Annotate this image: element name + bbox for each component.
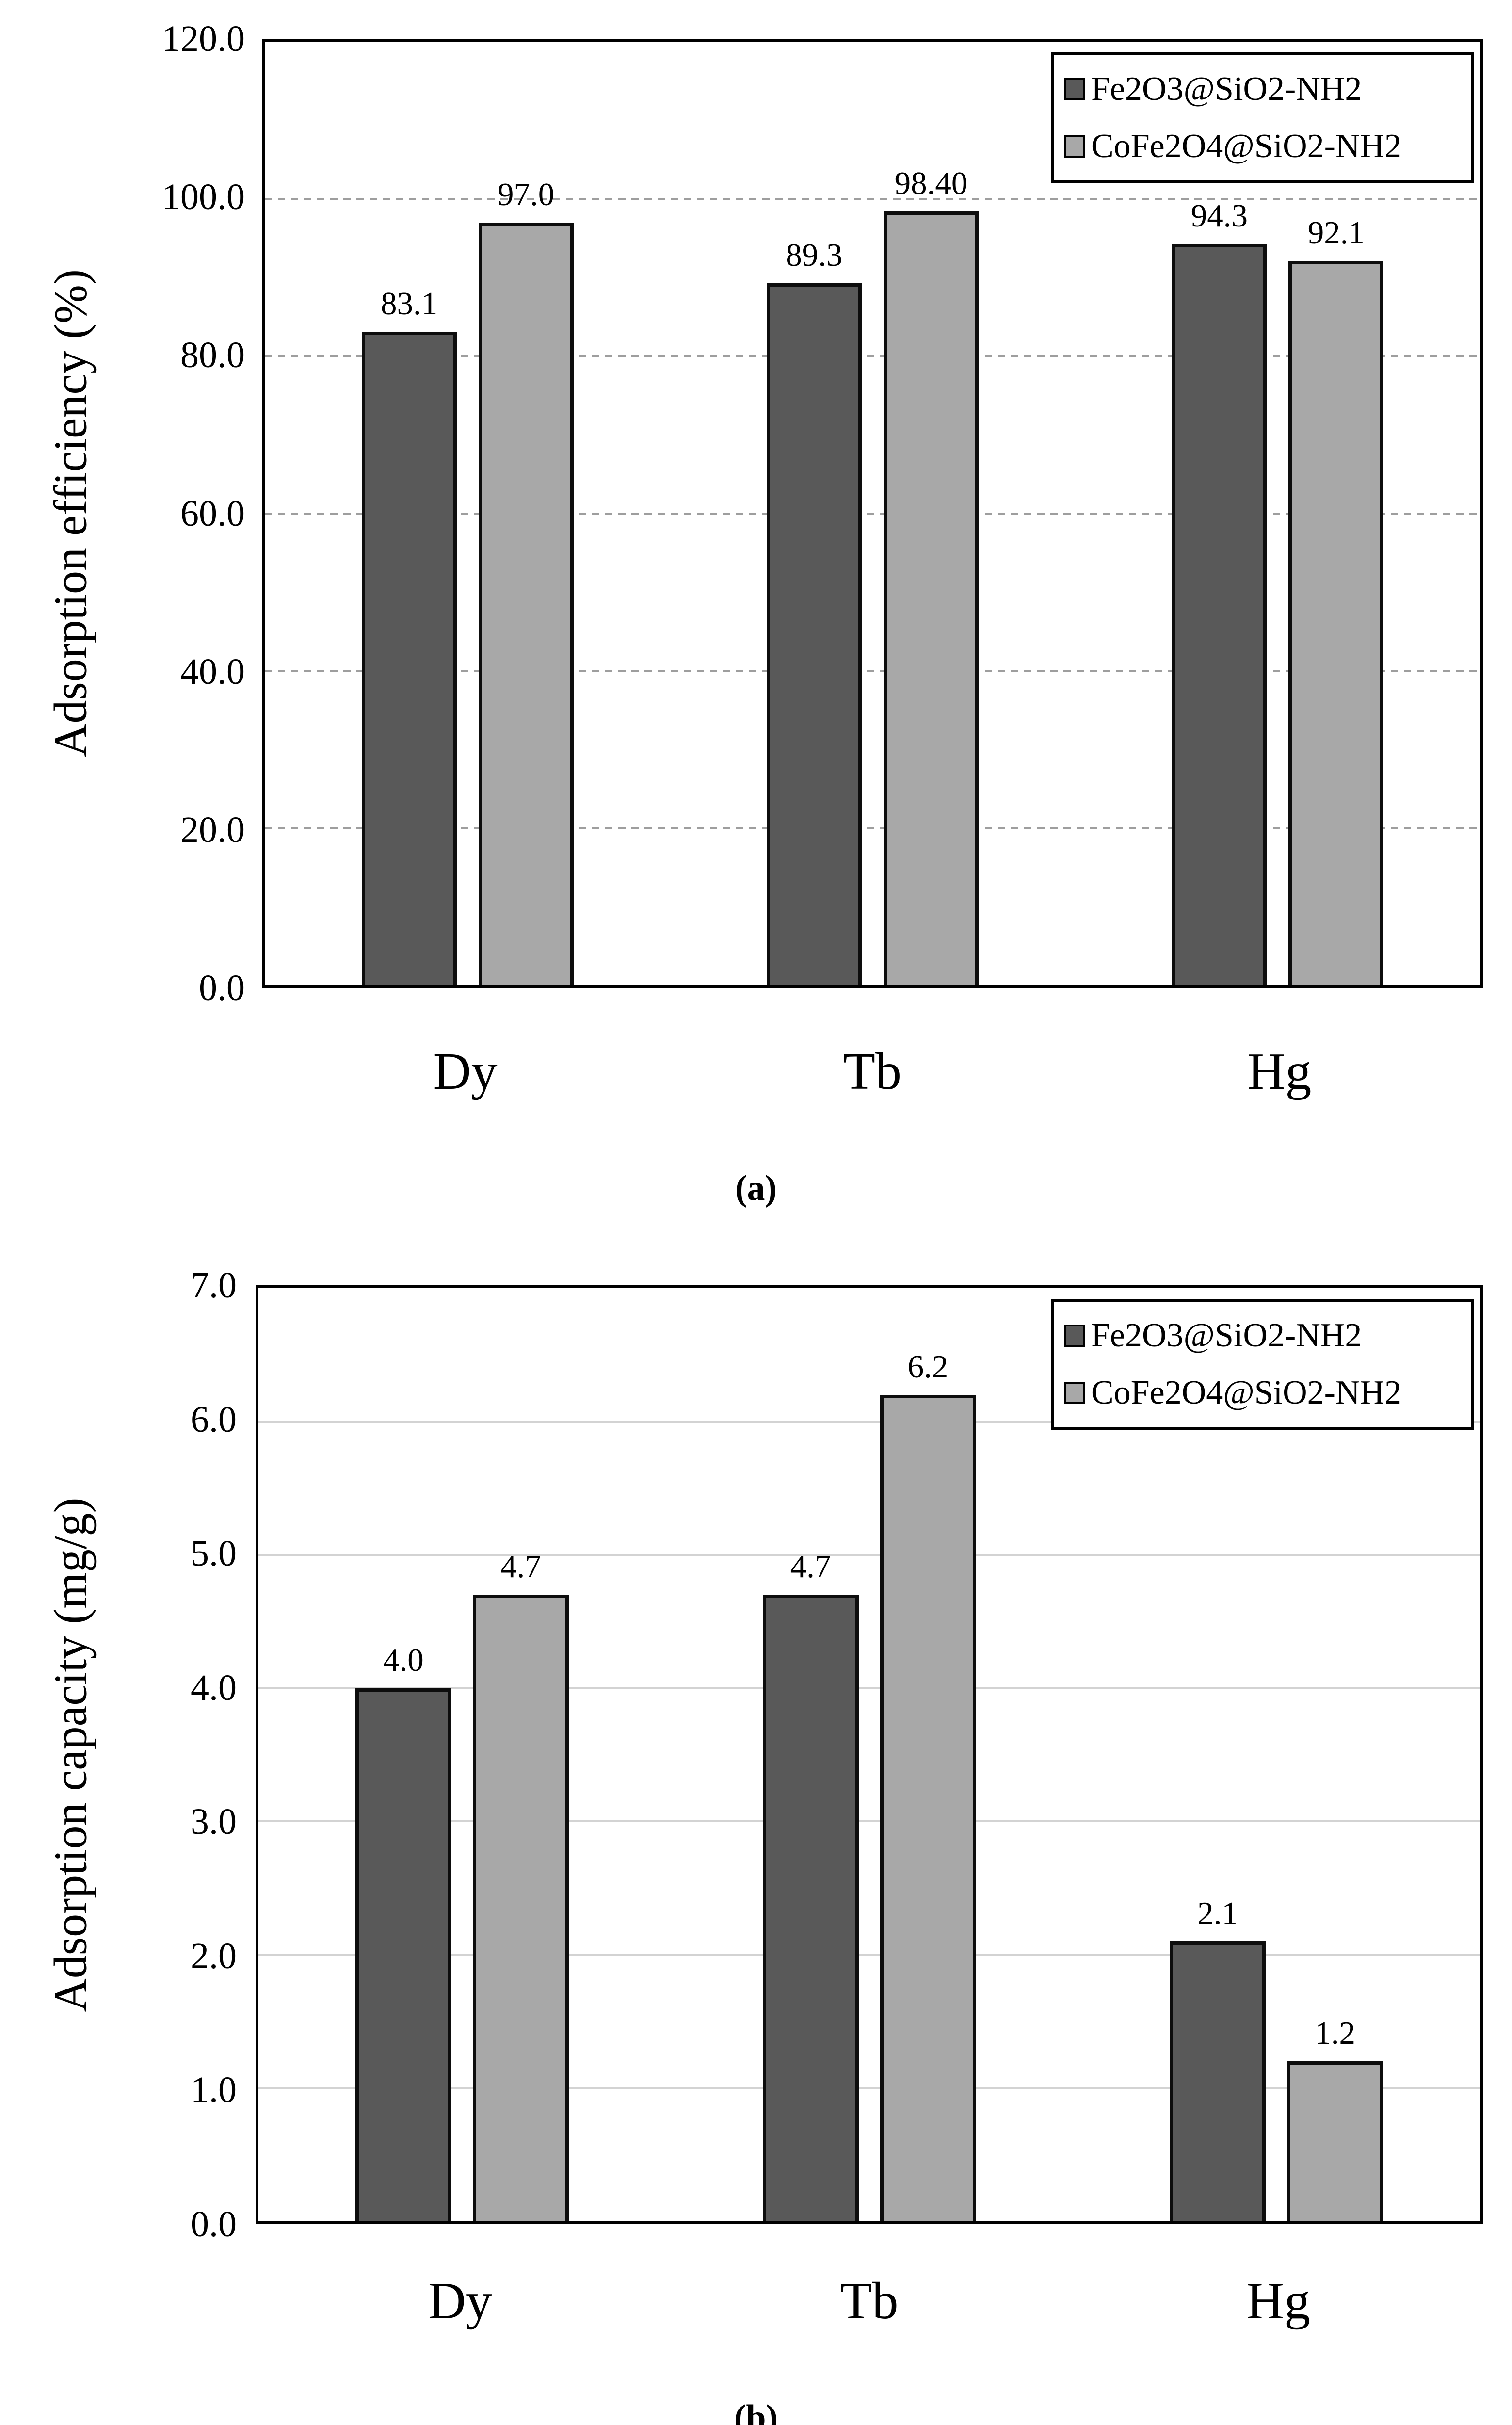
gridline-y-80 xyxy=(265,355,1480,357)
bar-Fe2O3@SiO2-NH2-Hg xyxy=(1172,243,1267,985)
bar-value-label: 94.3 xyxy=(1190,197,1248,234)
gridline-y-60 xyxy=(265,512,1480,515)
bar-value-label: 4.7 xyxy=(500,1549,541,1585)
legend-label: CoFe2O4@SiO2-NH2 xyxy=(1091,128,1402,165)
x-category-label-Dy: Dy xyxy=(428,2272,492,2330)
x-category-label-Dy: Dy xyxy=(433,1043,498,1100)
legend: Fe2O3@SiO2-NH2 CoFe2O4@SiO2-NH2 xyxy=(1051,1299,1474,1430)
bar-value-label: 4.7 xyxy=(790,1549,831,1585)
x-category-label-Tb: Tb xyxy=(843,1043,901,1100)
bar-CoFe2O4@SiO2-NH2-Hg xyxy=(1288,261,1384,985)
bar-CoFe2O4@SiO2-NH2-Hg xyxy=(1287,2061,1383,2221)
bar-Fe2O3@SiO2-NH2-Dy xyxy=(361,332,457,985)
bar-CoFe2O4@SiO2-NH2-Tb xyxy=(884,211,979,985)
bar-Fe2O3@SiO2-NH2-Dy xyxy=(355,1688,451,2221)
y-tick-label-100.0: 100.0 xyxy=(162,177,245,218)
bar-value-label: 6.2 xyxy=(907,1348,949,1385)
bar-CoFe2O4@SiO2-NH2-Tb xyxy=(880,1394,976,2221)
bar-CoFe2O4@SiO2-NH2-Dy xyxy=(478,222,574,985)
gridline-y-100 xyxy=(265,198,1480,200)
bar-Fe2O3@SiO2-NH2-Hg xyxy=(1170,1941,1266,2221)
gridline-y-20 xyxy=(265,826,1480,829)
y-tick-label-3.0: 3.0 xyxy=(191,1801,237,1843)
y-tick-label-6.0: 6.0 xyxy=(191,1399,237,1440)
subfigure-caption: (b) xyxy=(734,2398,778,2425)
gridline-y-40 xyxy=(265,669,1480,672)
bar-Fe2O3@SiO2-NH2-Tb xyxy=(767,283,862,985)
legend-swatch-icon xyxy=(1064,1382,1085,1404)
y-tick-label-5.0: 5.0 xyxy=(191,1533,237,1574)
legend-label: Fe2O3@SiO2-NH2 xyxy=(1091,70,1362,108)
y-tick-label-20.0: 20.0 xyxy=(180,809,245,850)
x-category-label-Hg: Hg xyxy=(1247,1043,1312,1100)
y-tick-label-0.0: 0.0 xyxy=(191,2204,237,2245)
legend-label: CoFe2O4@SiO2-NH2 xyxy=(1091,1374,1402,1411)
gridline-y-6 xyxy=(258,1420,1480,1423)
plot-area: 4.0 4.7 2.1 4.7 6.2 1.2 Fe2O3@SiO2-NH2 CoFe2O4@… xyxy=(256,1285,1483,2224)
legend-swatch-icon xyxy=(1064,135,1085,158)
legend-item-CoFe2O4@SiO2-NH2: CoFe2O4@SiO2-NH2 xyxy=(1064,127,1462,166)
y-tick-label-4.0: 4.0 xyxy=(191,1667,237,1708)
bar-value-label: 2.1 xyxy=(1197,1895,1239,1931)
y-tick-label-7.0: 7.0 xyxy=(191,1265,237,1306)
legend-swatch-icon xyxy=(1064,78,1085,100)
gridline-y-3 xyxy=(258,1820,1480,1823)
legend-label: Fe2O3@SiO2-NH2 xyxy=(1091,1317,1362,1354)
bar-CoFe2O4@SiO2-NH2-Dy xyxy=(472,1595,569,2221)
gridline-y-2 xyxy=(258,1954,1480,1956)
bar-Fe2O3@SiO2-NH2-Tb xyxy=(762,1595,859,2221)
legend-swatch-icon xyxy=(1064,1325,1085,1347)
legend-item-CoFe2O4@SiO2-NH2: CoFe2O4@SiO2-NH2 xyxy=(1064,1374,1462,1412)
bar-value-label: 83.1 xyxy=(381,286,438,322)
gridline-y-1 xyxy=(258,2087,1480,2089)
y-tick-label-2.0: 2.0 xyxy=(191,1935,237,1976)
y-tick-label-120.0: 120.0 xyxy=(162,18,245,59)
bar-value-label: 92.1 xyxy=(1307,215,1365,251)
gridline-y-4 xyxy=(258,1687,1480,1689)
x-category-label-Hg: Hg xyxy=(1246,2272,1311,2330)
y-tick-label-80.0: 80.0 xyxy=(180,335,245,376)
y-tick-label-1.0: 1.0 xyxy=(191,2069,237,2111)
plot-area: 83.1 89.3 94.3 97.0 98.40 92.1 Fe2O3@SiO2-NH2 C… xyxy=(262,39,1483,988)
legend: Fe2O3@SiO2-NH2 CoFe2O4@SiO2-NH2 xyxy=(1051,52,1474,183)
bar-value-label: 89.3 xyxy=(786,237,843,273)
y-tick-label-40.0: 40.0 xyxy=(180,651,245,692)
x-category-label-Tb: Tb xyxy=(840,2272,899,2330)
legend-item-Fe2O3@SiO2-NH2: Fe2O3@SiO2-NH2 xyxy=(1064,70,1462,109)
legend-item-Fe2O3@SiO2-NH2: Fe2O3@SiO2-NH2 xyxy=(1064,1316,1462,1355)
subfigure-caption: (a) xyxy=(735,1168,777,1208)
gridline-y-5 xyxy=(258,1553,1480,1556)
y-tick-label-0.0: 0.0 xyxy=(199,968,245,1008)
y-tick-label-60.0: 60.0 xyxy=(180,493,245,534)
bar-value-label: 1.2 xyxy=(1315,2015,1356,2052)
bar-value-label: 98.40 xyxy=(894,165,968,202)
bar-value-label: 4.0 xyxy=(383,1642,424,1678)
bar-value-label: 97.0 xyxy=(498,176,555,212)
